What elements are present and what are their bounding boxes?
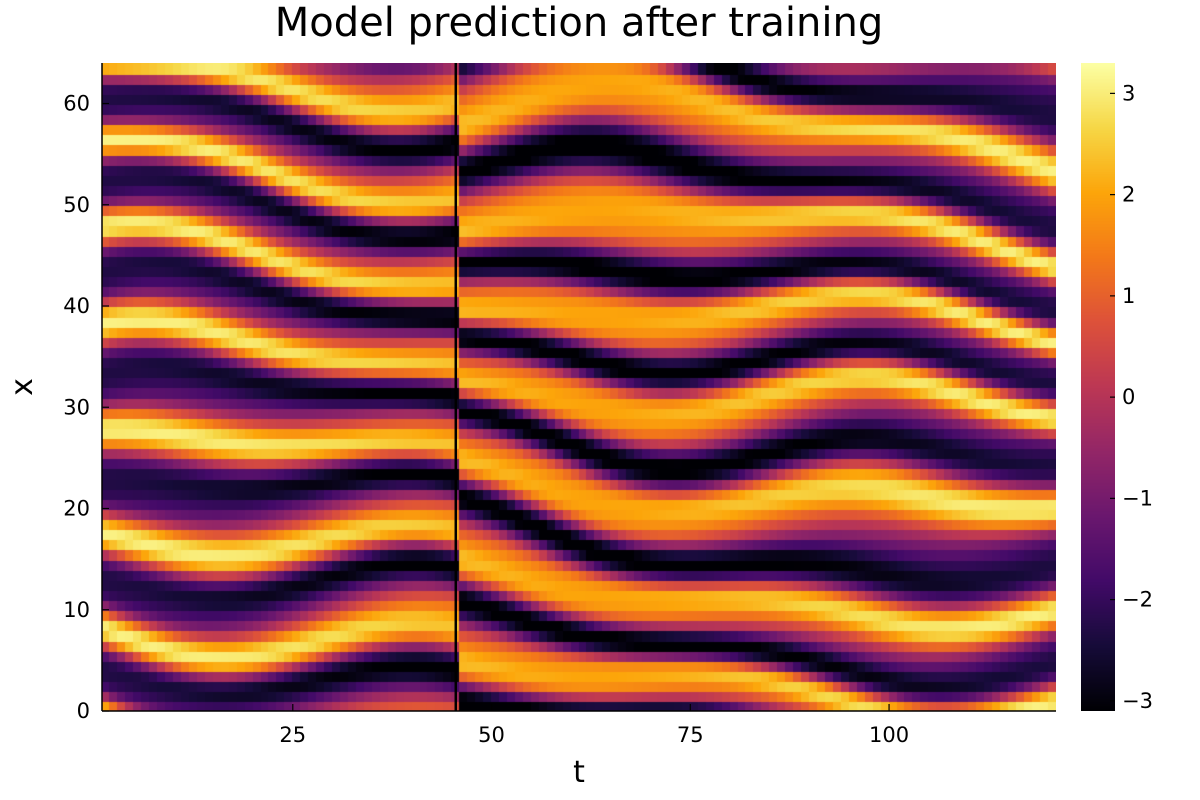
x-tick-label: 25 (279, 723, 306, 747)
y-tick-label: 50 (63, 193, 90, 217)
colorbar-ticks: −3 −2 −1 0 1 2 3 (1110, 81, 1153, 713)
y-tick-label: 0 (77, 699, 90, 723)
colorbar-tick-label: 1 (1122, 284, 1135, 308)
colorbar-tick-label: 2 (1122, 183, 1135, 207)
x-tick-label: 50 (478, 723, 505, 747)
colorbar-tick-label: 3 (1122, 81, 1135, 105)
y-tick-label: 60 (63, 92, 90, 116)
colorbar-tick-label: −1 (1122, 486, 1153, 510)
y-axis-ticks: 0 10 20 30 40 50 60 (63, 92, 109, 723)
y-tick-label: 40 (63, 294, 90, 318)
colorbar-tick-label: −2 (1122, 588, 1153, 612)
heatmap-plot-area (101, 63, 1056, 712)
x-tick-label: 100 (869, 723, 909, 747)
y-tick-label: 20 (63, 497, 90, 521)
x-axis-ticks: 25 50 75 100 (279, 704, 909, 747)
heatmap-canvas (102, 63, 1056, 711)
y-tick-label: 30 (63, 395, 90, 419)
x-axis-label: t (573, 755, 585, 790)
colorbar-gradient (1081, 63, 1115, 711)
y-axis-label: x (5, 378, 40, 396)
x-tick-label: 75 (677, 723, 704, 747)
colorbar: −3 −2 −1 0 1 2 3 (1081, 63, 1153, 713)
y-tick-label: 10 (63, 598, 90, 622)
colorbar-tick-label: −3 (1122, 689, 1153, 713)
colorbar-tick-label: 0 (1122, 385, 1135, 409)
chart-title: Model prediction after training (275, 0, 884, 46)
